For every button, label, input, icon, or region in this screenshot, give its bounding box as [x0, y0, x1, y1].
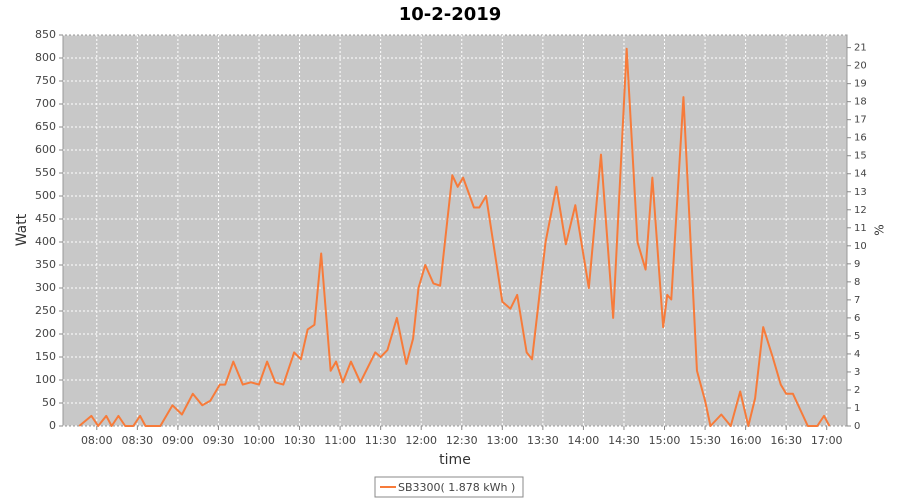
y2-tick-label: 5 [854, 331, 860, 342]
x-tick-label: 10:00 [243, 434, 275, 447]
x-axis-label: time [439, 452, 471, 468]
y-tick-label: 0 [49, 419, 56, 432]
x-tick-label: 09:30 [203, 434, 235, 447]
y-tick-label: 700 [35, 97, 56, 110]
y2-tick-label: 3 [854, 367, 860, 378]
y-tick-label: 500 [35, 189, 56, 202]
plot-area [62, 34, 848, 427]
y2-tick-label: 11 [854, 223, 867, 234]
y2-tick-label: 7 [854, 295, 860, 306]
y-axis-label: Watt [14, 213, 30, 246]
y2-tick-label: 16 [854, 133, 867, 144]
x-tick-label: 08:00 [81, 434, 113, 447]
y-tick-label: 550 [35, 166, 56, 179]
y2-tick-label: 13 [854, 187, 867, 198]
x-tick-label: 09:00 [162, 434, 194, 447]
y-tick-label: 100 [35, 373, 56, 386]
x-tick-label: 08:30 [121, 434, 153, 447]
x-tick-label: 13:30 [527, 434, 559, 447]
y2-tick-label: 2 [854, 385, 860, 396]
y-tick-label: 300 [35, 281, 56, 294]
y2-tick-label: 20 [854, 61, 867, 72]
y-tick-label: 850 [35, 28, 56, 41]
y2-tick-label: 10 [854, 241, 867, 252]
y-tick-label: 750 [35, 74, 56, 87]
y2-tick-label: 9 [854, 259, 860, 270]
y2-tick-label: 0 [854, 421, 860, 432]
y2-tick-label: 1 [854, 403, 860, 414]
x-tick-label: 12:00 [405, 434, 437, 447]
x-tick-label: 16:00 [730, 434, 762, 447]
y2-tick-label: 8 [854, 277, 860, 288]
y-tick-label: 800 [35, 51, 56, 64]
x-tick-label: 14:00 [568, 434, 600, 447]
legend-label: SB3300( 1.878 kWh ) [398, 481, 515, 494]
x-tick-label: 17:00 [811, 434, 843, 447]
y2-tick-label: 12 [854, 205, 867, 216]
y-tick-label: 250 [35, 304, 56, 317]
x-tick-label: 15:00 [649, 434, 681, 447]
y2-tick-label: 4 [854, 349, 860, 360]
y2-tick-label: 6 [854, 313, 860, 324]
y-tick-label: 450 [35, 212, 56, 225]
y-tick-label: 150 [35, 350, 56, 363]
x-tick-label: 16:30 [770, 434, 802, 447]
x-tick-label: 13:00 [486, 434, 518, 447]
y2-tick-label: 14 [854, 169, 867, 180]
y2-axis-label: % [873, 224, 887, 235]
y2-tick-label: 15 [854, 151, 867, 162]
chart-title: 10-2-2019 [399, 4, 502, 25]
x-tick-label: 11:00 [324, 434, 356, 447]
y-tick-label: 200 [35, 327, 56, 340]
legend [374, 476, 524, 498]
x-tick-label: 11:30 [365, 434, 397, 447]
series-line [78, 47, 831, 427]
x-tick-label: 15:30 [689, 434, 721, 447]
y-tick-label: 600 [35, 143, 56, 156]
y-tick-label: 400 [35, 235, 56, 248]
y-tick-label: 350 [35, 258, 56, 271]
y2-tick-label: 21 [854, 43, 867, 54]
y2-tick-label: 19 [854, 79, 867, 90]
y2-tick-label: 18 [854, 97, 867, 108]
x-tick-label: 10:30 [284, 434, 316, 447]
y-tick-label: 50 [42, 396, 56, 409]
x-tick-label: 12:30 [446, 434, 478, 447]
y2-tick-label: 17 [854, 115, 867, 126]
x-tick-label: 14:30 [608, 434, 640, 447]
y-tick-label: 650 [35, 120, 56, 133]
